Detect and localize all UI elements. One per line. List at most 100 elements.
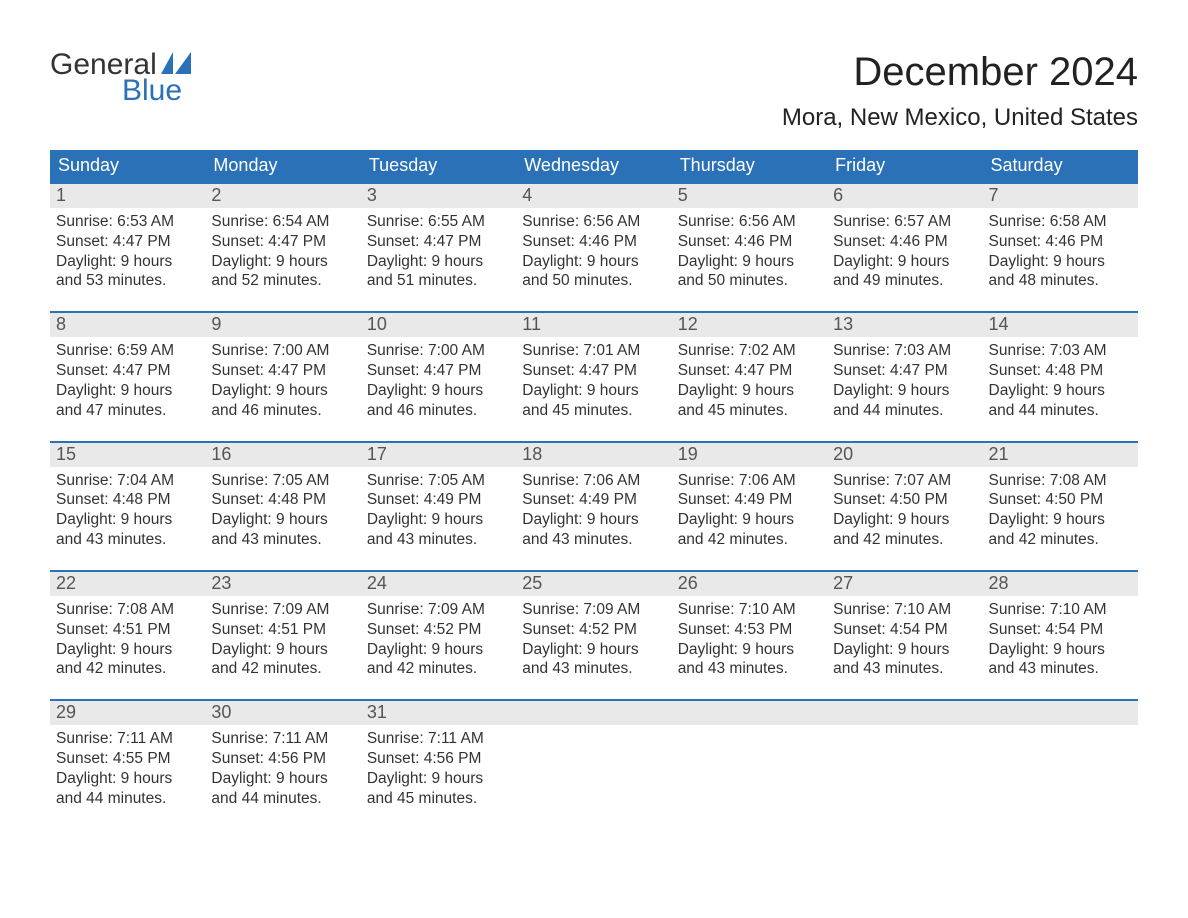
daylight-line2: and 43 minutes. — [678, 659, 821, 679]
month-title: December 2024 — [782, 50, 1138, 94]
day-number: 16 — [205, 443, 360, 467]
day-body: Sunrise: 7:06 AMSunset: 4:49 PMDaylight:… — [672, 467, 821, 550]
sunrise-line: Sunrise: 7:08 AM — [56, 600, 199, 620]
day-number: 18 — [516, 443, 671, 467]
sunset-line: Sunset: 4:49 PM — [678, 490, 821, 510]
sunset-line: Sunset: 4:49 PM — [522, 490, 665, 510]
day-cell: Sunrise: 7:11 AMSunset: 4:55 PMDaylight:… — [50, 725, 205, 808]
daylight-line1: Daylight: 9 hours — [56, 252, 199, 272]
sunset-line: Sunset: 4:47 PM — [678, 361, 821, 381]
day-cell: Sunrise: 6:54 AMSunset: 4:47 PMDaylight:… — [205, 208, 360, 291]
daylight-line1: Daylight: 9 hours — [989, 252, 1132, 272]
day-body: Sunrise: 7:06 AMSunset: 4:49 PMDaylight:… — [516, 467, 665, 550]
day-body: Sunrise: 7:11 AMSunset: 4:56 PMDaylight:… — [205, 725, 354, 808]
week-row: 293031 Sunrise: 7:11 AMSunset: 4:55 PMDa… — [50, 699, 1138, 808]
sunrise-line: Sunrise: 7:05 AM — [367, 471, 510, 491]
day-number: 4 — [516, 184, 671, 208]
day-cell: Sunrise: 7:00 AMSunset: 4:47 PMDaylight:… — [205, 337, 360, 420]
sunrise-line: Sunrise: 7:06 AM — [678, 471, 821, 491]
sunset-line: Sunset: 4:54 PM — [989, 620, 1132, 640]
day-body: Sunrise: 6:57 AMSunset: 4:46 PMDaylight:… — [827, 208, 976, 291]
daylight-line1: Daylight: 9 hours — [211, 381, 354, 401]
day-body: Sunrise: 7:10 AMSunset: 4:53 PMDaylight:… — [672, 596, 821, 679]
day-cell: Sunrise: 7:11 AMSunset: 4:56 PMDaylight:… — [361, 725, 516, 808]
day-body: Sunrise: 7:09 AMSunset: 4:52 PMDaylight:… — [361, 596, 510, 679]
daylight-line2: and 42 minutes. — [989, 530, 1132, 550]
daylight-line2: and 46 minutes. — [211, 401, 354, 421]
daylight-line1: Daylight: 9 hours — [522, 640, 665, 660]
sunrise-line: Sunrise: 7:02 AM — [678, 341, 821, 361]
week-row: 1234567Sunrise: 6:53 AMSunset: 4:47 PMDa… — [50, 182, 1138, 291]
day-body: Sunrise: 7:05 AMSunset: 4:48 PMDaylight:… — [205, 467, 354, 550]
sunrise-line: Sunrise: 7:03 AM — [989, 341, 1132, 361]
daylight-line2: and 43 minutes. — [522, 530, 665, 550]
sunset-line: Sunset: 4:52 PM — [522, 620, 665, 640]
daylight-line2: and 46 minutes. — [367, 401, 510, 421]
day-body: Sunrise: 6:56 AMSunset: 4:46 PMDaylight:… — [516, 208, 665, 291]
sunrise-line: Sunrise: 7:04 AM — [56, 471, 199, 491]
daylight-line1: Daylight: 9 hours — [989, 381, 1132, 401]
day-body: Sunrise: 7:08 AMSunset: 4:50 PMDaylight:… — [983, 467, 1132, 550]
day-bodies-row: Sunrise: 7:08 AMSunset: 4:51 PM Daylight:… — [50, 596, 1138, 679]
day-cell: Sunrise: 6:57 AMSunset: 4:46 PMDaylight:… — [827, 208, 982, 291]
day-number: 10 — [361, 313, 516, 337]
daylight-line1: Daylight: 9 hours — [522, 252, 665, 272]
sunset-line: Sunset: 4:50 PM — [833, 490, 976, 510]
daylight-line2: and 50 minutes. — [522, 271, 665, 291]
sunrise-line: Sunrise: 7:00 AM — [211, 341, 354, 361]
sunset-line: Sunset: 4:54 PM — [833, 620, 976, 640]
day-number: 2 — [205, 184, 360, 208]
day-body: Sunrise: 6:56 AMSunset: 4:46 PMDaylight:… — [672, 208, 821, 291]
day-body: Sunrise: 6:53 AMSunset: 4:47 PMDaylight:… — [50, 208, 199, 291]
day-number-strip: 891011121314 — [50, 313, 1138, 337]
daylight-line1: Daylight: 9 hours — [833, 510, 976, 530]
day-number: 21 — [983, 443, 1138, 467]
day-number: 17 — [361, 443, 516, 467]
day-number-strip: 1234567 — [50, 184, 1138, 208]
day-cell: Sunrise: 7:06 AMSunset: 4:49 PMDaylight:… — [516, 467, 671, 550]
day-body: Sunrise: 7:04 AMSunset: 4:48 PMDaylight:… — [50, 467, 199, 550]
day-number: 7 — [983, 184, 1138, 208]
sunrise-line: Sunrise: 6:53 AM — [56, 212, 199, 232]
day-body: Sunrise: 7:10 AMSunset: 4:54 PMDaylight:… — [827, 596, 976, 679]
daylight-line2: and 44 minutes. — [989, 401, 1132, 421]
day-bodies-row: Sunrise: 7:04 AMSunset: 4:48 PMDaylight:… — [50, 467, 1138, 550]
day-number — [672, 701, 827, 725]
daylight-line1: Daylight: 9 hours — [367, 381, 510, 401]
day-body: Sunrise: 6:55 AMSunset: 4:47 PMDaylight:… — [361, 208, 510, 291]
day-cell — [672, 725, 827, 808]
day-cell: Sunrise: 7:05 AMSunset: 4:48 PMDaylight:… — [205, 467, 360, 550]
sunset-line: Sunset: 4:46 PM — [833, 232, 976, 252]
sunset-line: Sunset: 4:47 PM — [522, 361, 665, 381]
dow-thursday: Thursday — [672, 150, 827, 182]
day-body: Sunrise: 7:00 AMSunset: 4:47 PMDaylight:… — [205, 337, 354, 420]
sunrise-line: Sunrise: 6:58 AM — [989, 212, 1132, 232]
day-cell: Sunrise: 6:56 AMSunset: 4:46 PMDaylight:… — [516, 208, 671, 291]
day-cell — [516, 725, 671, 808]
sunset-line: Sunset: 4:51 PM — [56, 620, 199, 640]
sunrise-line: Sunrise: 7:06 AM — [522, 471, 665, 491]
day-body: Sunrise: 7:05 AMSunset: 4:49 PMDaylight:… — [361, 467, 510, 550]
sunset-line: Sunset: 4:46 PM — [989, 232, 1132, 252]
day-cell: Sunrise: 7:01 AMSunset: 4:47 PMDaylight:… — [516, 337, 671, 420]
day-cell — [827, 725, 982, 808]
header-row: General Blue December 2024 Mora, New Mex… — [50, 50, 1138, 132]
day-cell: Sunrise: 7:02 AMSunset: 4:47 PMDaylight:… — [672, 337, 827, 420]
day-cell: Sunrise: 7:06 AMSunset: 4:49 PMDaylight:… — [672, 467, 827, 550]
day-number-strip: 15161718192021 — [50, 443, 1138, 467]
daylight-line1: Daylight: 9 hours — [367, 769, 510, 789]
sunrise-line: Sunrise: 7:10 AM — [989, 600, 1132, 620]
day-number-strip: 22232425262728 — [50, 572, 1138, 596]
title-block: December 2024 Mora, New Mexico, United S… — [782, 50, 1138, 132]
daylight-line2: and 43 minutes. — [522, 659, 665, 679]
day-cell: Sunrise: 7:03 AMSunset: 4:47 PMDaylight:… — [827, 337, 982, 420]
day-number: 22 — [50, 572, 205, 596]
daylight-line2: and 49 minutes. — [833, 271, 976, 291]
week-row: 22232425262728Sunrise: 7:08 AMSunset: 4:… — [50, 570, 1138, 679]
daylight-line2: and 53 minutes. — [56, 271, 199, 291]
daylight-line1: Daylight: 9 hours — [56, 381, 199, 401]
day-number — [827, 701, 982, 725]
day-cell: Sunrise: 6:56 AMSunset: 4:46 PMDaylight:… — [672, 208, 827, 291]
daylight-line1: Daylight: 9 hours — [678, 381, 821, 401]
day-cell: Sunrise: 6:58 AMSunset: 4:46 PMDaylight:… — [983, 208, 1138, 291]
